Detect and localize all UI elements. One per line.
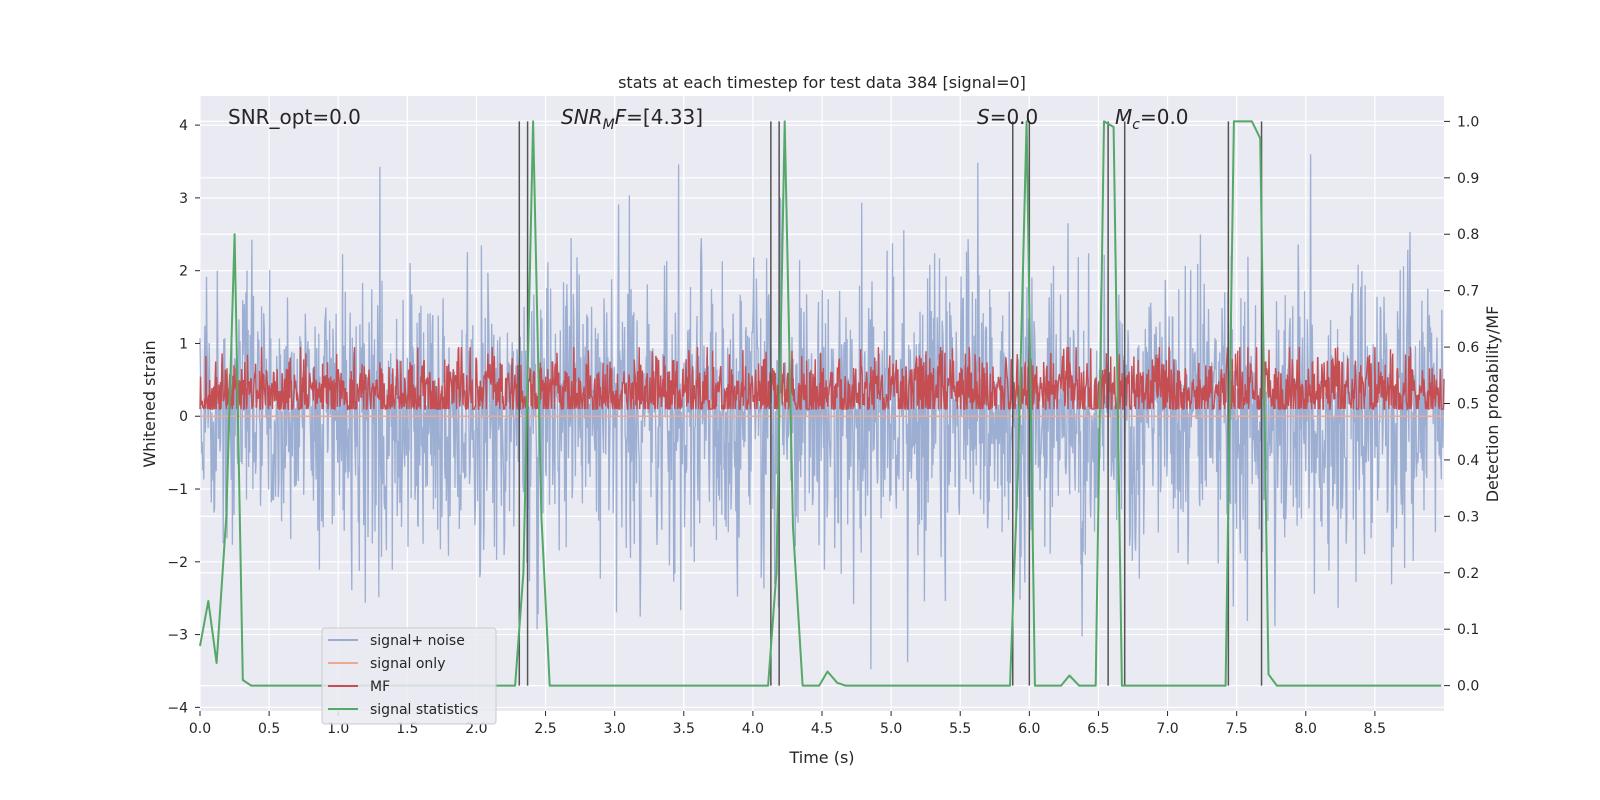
- annotation-snr-opt: SNR_opt=0.0: [228, 105, 361, 129]
- legend-label-signal-statistics: signal statistics: [370, 702, 478, 718]
- y-tick-label: −4: [167, 700, 188, 716]
- y2-tick-label: 0.2: [1457, 566, 1479, 582]
- annotation-s-value: =0.0: [990, 105, 1039, 129]
- y-tick-label: −1: [167, 482, 188, 498]
- legend-label-mf: MF: [370, 679, 390, 695]
- legend: signal+ noise signal only MF signal stat…: [321, 627, 497, 725]
- mf-series: [199, 346, 1445, 412]
- y2-axis-label: Detection probability/MF: [1483, 306, 1502, 503]
- annotation-snr-mf: SNRMF=[4.33]: [561, 105, 703, 133]
- x-tick-label: 2.0: [465, 721, 487, 737]
- x-tick-label: 3.5: [673, 721, 695, 737]
- y2-tick-label: 0.3: [1457, 509, 1479, 525]
- annotation-s-symbol: S: [977, 105, 990, 129]
- annotation-snr-mf-f: F: [615, 105, 627, 129]
- annotation-snr-mf-main: SNR: [561, 105, 603, 129]
- x-tick-label: 0.5: [258, 721, 280, 737]
- mf-line: [199, 346, 1445, 412]
- x-tick-label: 1.0: [327, 721, 349, 737]
- y2-tick-label: 0.7: [1457, 284, 1479, 300]
- x-tick-label: 6.5: [1087, 721, 1109, 737]
- x-axis-label: Time (s): [788, 748, 854, 767]
- y-axis-label: Whitened strain: [140, 340, 159, 467]
- annotation-mc: Mc=0.0: [1115, 105, 1189, 133]
- annotation-mc-value: =0.0: [1140, 105, 1189, 129]
- x-tick-label: 5.5: [949, 721, 971, 737]
- legend-box: [321, 627, 497, 725]
- legend-label-signal-noise: signal+ noise: [370, 633, 465, 649]
- annotation-snr-mf-sub: M: [603, 117, 615, 133]
- y-tick-label: 2: [179, 264, 188, 280]
- signal-noise-line: [199, 154, 1445, 670]
- x-tick-label: 8.0: [1295, 721, 1317, 737]
- y2-tick-label: 0.8: [1457, 227, 1479, 243]
- x-tick-label: 6.0: [1018, 721, 1040, 737]
- signal-statistics-line: [199, 120, 1442, 687]
- x-tick-label: 3.0: [604, 721, 626, 737]
- y2-tick-label: 0.0: [1457, 679, 1479, 695]
- annotation-mc-sub: c: [1132, 117, 1140, 133]
- y2-tick-label: 0.4: [1457, 453, 1479, 469]
- x-tick-label: 1.5: [396, 721, 418, 737]
- annotation-s: S=0.0: [977, 105, 1038, 129]
- y2-tick-label: 1.0: [1457, 114, 1479, 130]
- annotation-snr-mf-value: =[4.33]: [626, 105, 703, 129]
- y-tick-label: −2: [167, 555, 188, 571]
- x-axis-ticks: 0.0 0.5 1.0 1.5 2.0 2.5 3.0 3.5 4.0 4.5 5.0 5.5 6.0 6…: [189, 711, 1386, 737]
- y-tick-label: 1: [179, 336, 188, 352]
- y-tick-label: 0: [179, 409, 188, 425]
- x-tick-label: 7.0: [1156, 721, 1178, 737]
- signal-statistics-series: [199, 120, 1442, 687]
- x-tick-label: 2.5: [534, 721, 556, 737]
- legend-label-signal-only: signal only: [370, 656, 445, 672]
- x-tick-label: 4.0: [742, 721, 764, 737]
- y-axis-ticks: −4 −3 −2 −1 0 1 2 3 4: [167, 118, 200, 716]
- chart-title: stats at each timestep for test data 384…: [618, 73, 1026, 92]
- x-tick-label: 0.0: [189, 721, 211, 737]
- signal-noise-series: [199, 154, 1445, 670]
- y2-tick-label: 0.6: [1457, 340, 1479, 356]
- x-tick-label: 7.5: [1226, 721, 1248, 737]
- x-tick-label: 5.0: [880, 721, 902, 737]
- y2-tick-label: 0.1: [1457, 622, 1479, 638]
- y2-tick-label: 0.9: [1457, 171, 1479, 187]
- y2-tick-label: 0.5: [1457, 397, 1479, 413]
- x-tick-label: 4.5: [811, 721, 833, 737]
- annotation-mc-symbol: M: [1115, 105, 1132, 129]
- x-tick-label: 8.5: [1364, 721, 1386, 737]
- y2-axis-ticks: 0.0 0.1 0.2 0.3 0.4 0.5 0.6 0.7 0.8 0.9 1.0: [1444, 114, 1479, 695]
- y-tick-label: 4: [179, 118, 188, 134]
- y-tick-label: 3: [179, 191, 188, 207]
- y-tick-label: −3: [167, 628, 188, 644]
